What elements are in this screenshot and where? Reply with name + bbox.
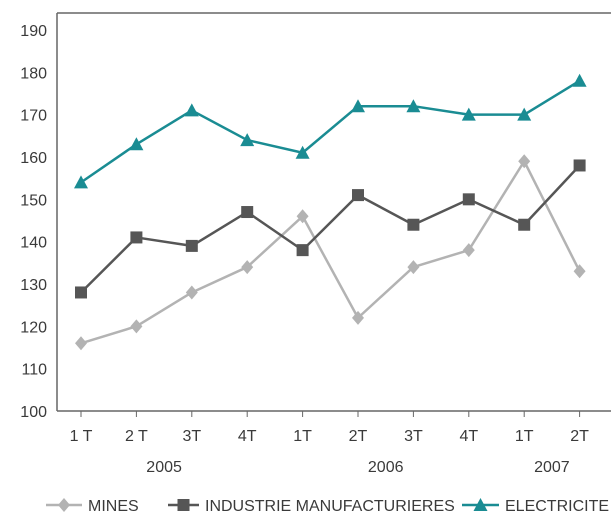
legend-label: INDUSTRIE MANUFACTURIERES (205, 498, 455, 515)
y-tick-label: 190 (20, 23, 47, 40)
x-tick-label: 4T (459, 428, 478, 445)
legend: MINES INDUSTRIE MANUFACTURIERES ELECTRICIT… (46, 498, 609, 515)
x-tick-label: 2T (570, 428, 589, 445)
data-point (572, 73, 587, 87)
data-point (573, 159, 586, 172)
y-tick-labels: 100 110 120 130 140 150 160 170 180 190 (20, 23, 47, 421)
year-label: 2005 (146, 459, 182, 476)
y-tick-label: 130 (20, 277, 47, 294)
data-point (296, 244, 309, 257)
series-line (80, 159, 581, 345)
series-industrie-manufacturieres (75, 159, 586, 299)
data-point (352, 310, 364, 325)
axis-frame (56, 12, 611, 412)
data-point (75, 336, 87, 351)
data-point (352, 189, 364, 202)
series-line (80, 79, 581, 184)
year-label: 2007 (534, 459, 570, 476)
x-tick-label: 3T (182, 428, 201, 445)
legend-marker (58, 498, 70, 512)
data-point (518, 154, 531, 169)
series-electricite (74, 73, 587, 189)
y-tick-label: 120 (20, 319, 47, 336)
data-point (518, 218, 531, 231)
x-tick-label: 1T (515, 428, 534, 445)
legend-label: MINES (88, 498, 139, 515)
x-tick-label: 2T (349, 428, 368, 445)
x-tick-label: 2 T (125, 428, 148, 445)
y-tick-label: 100 (20, 404, 47, 421)
legend-item: ELECTRICITE (462, 498, 609, 515)
data-point (296, 209, 309, 224)
legend-label: ELECTRICITE (505, 498, 609, 515)
x-tick-label: 3T (404, 428, 423, 445)
data-point (407, 218, 420, 231)
series-mines (75, 154, 586, 351)
data-point (241, 260, 254, 275)
series-line (80, 164, 581, 294)
x-tick-label: 1 T (70, 428, 93, 445)
data-point (517, 107, 532, 121)
data-point (462, 193, 475, 206)
x-tick-labels: 1 T 2 T 3T 4T 1T 2T 3T 4T 1T 2T (70, 411, 589, 445)
data-point (185, 285, 198, 300)
data-point (240, 133, 255, 147)
legend-item: MINES (46, 498, 139, 515)
y-tick-label: 160 (20, 150, 47, 167)
data-point (241, 206, 254, 219)
data-point (184, 103, 199, 117)
year-labels: 2005 2006 2007 (146, 459, 569, 476)
x-tick-label: 1T (293, 428, 312, 445)
data-point (75, 286, 87, 299)
series-layer (74, 73, 587, 351)
data-point (462, 243, 475, 258)
legend-marker (473, 498, 488, 511)
data-point (573, 264, 586, 279)
y-tick-label: 150 (20, 192, 47, 209)
data-point (351, 99, 365, 113)
data-point (295, 145, 310, 159)
data-point (185, 239, 198, 252)
y-tick-label: 140 (20, 235, 47, 252)
year-label: 2006 (368, 459, 404, 476)
legend-item: INDUSTRIE MANUFACTURIERES (168, 498, 455, 515)
data-point (406, 99, 421, 113)
data-point (407, 260, 420, 275)
data-point (130, 319, 143, 334)
y-tick-label: 170 (20, 108, 47, 125)
x-tick-label: 4T (238, 428, 257, 445)
data-point (461, 107, 476, 121)
y-tick-label: 180 (20, 65, 47, 82)
legend-marker (177, 499, 190, 511)
y-tick-label: 110 (21, 362, 47, 379)
data-point (129, 137, 144, 151)
data-point (74, 175, 88, 189)
data-point (130, 231, 143, 244)
